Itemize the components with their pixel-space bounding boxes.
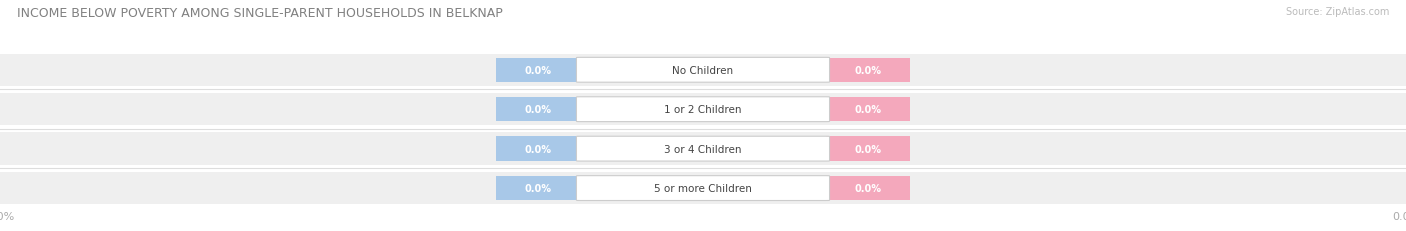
Bar (827, 58, 911, 83)
Bar (0, 172, 1406, 204)
Text: 3 or 4 Children: 3 or 4 Children (664, 144, 742, 154)
FancyBboxPatch shape (576, 58, 830, 83)
Text: 0.0%: 0.0% (855, 105, 882, 115)
Text: 5 or more Children: 5 or more Children (654, 183, 752, 193)
Bar (827, 176, 911, 201)
Bar (0, 54, 1406, 87)
Text: 0.0%: 0.0% (855, 183, 882, 193)
Text: Source: ZipAtlas.com: Source: ZipAtlas.com (1285, 7, 1389, 17)
Text: 0.0%: 0.0% (855, 144, 882, 154)
FancyBboxPatch shape (576, 137, 830, 161)
Text: 1 or 2 Children: 1 or 2 Children (664, 105, 742, 115)
Text: 0.0%: 0.0% (524, 105, 551, 115)
Text: 0.0%: 0.0% (524, 144, 551, 154)
Bar (496, 137, 581, 161)
Bar (827, 137, 911, 161)
Text: 0.0%: 0.0% (855, 65, 882, 76)
Bar (0, 94, 1406, 126)
Bar (496, 176, 581, 201)
Bar (496, 97, 581, 122)
Bar (0, 133, 1406, 165)
Bar (827, 97, 911, 122)
FancyBboxPatch shape (576, 176, 830, 201)
Text: INCOME BELOW POVERTY AMONG SINGLE-PARENT HOUSEHOLDS IN BELKNAP: INCOME BELOW POVERTY AMONG SINGLE-PARENT… (17, 7, 502, 20)
Text: No Children: No Children (672, 65, 734, 76)
Text: 0.0%: 0.0% (524, 183, 551, 193)
Bar (496, 58, 581, 83)
FancyBboxPatch shape (576, 97, 830, 122)
Text: 0.0%: 0.0% (524, 65, 551, 76)
